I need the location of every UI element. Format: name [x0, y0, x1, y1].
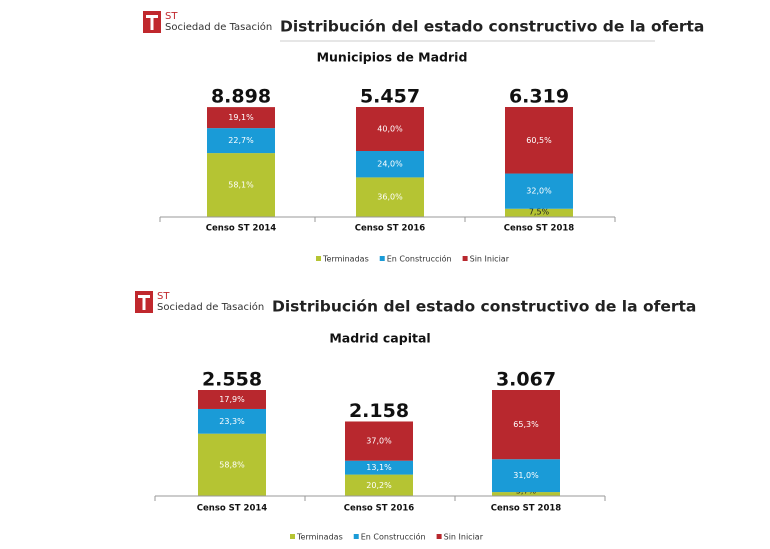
legend-swatch — [353, 534, 359, 539]
x-tick-label: Censo ST 2014 — [197, 504, 268, 514]
bar-segment — [345, 460, 413, 475]
value-label: 24,0% — [377, 160, 403, 169]
total-label: 5.457 — [360, 86, 420, 108]
bar-segment — [207, 153, 275, 217]
logo-mark: ST — [165, 11, 178, 22]
logo-icon-t — [146, 15, 158, 30]
value-label: 13,1% — [366, 463, 392, 472]
bar-segment — [345, 474, 413, 496]
value-label: 60,5% — [526, 136, 552, 145]
bar-segment — [198, 408, 266, 434]
value-label: 23,3% — [219, 417, 245, 426]
x-tick-label: Censo ST 2014 — [206, 224, 277, 234]
total-label: 2.558 — [202, 369, 262, 391]
value-label: 22,7% — [228, 136, 254, 145]
value-label: 19,1% — [228, 113, 254, 122]
x-tick-label: Censo ST 2018 — [491, 504, 562, 514]
value-label: 31,0% — [513, 471, 539, 480]
value-label: 58,1% — [228, 181, 254, 190]
total-label: 8.898 — [211, 86, 271, 108]
x-tick-label: Censo ST 2016 — [355, 224, 426, 234]
value-label: 7,5% — [529, 208, 550, 217]
total-label: 6.319 — [509, 86, 569, 108]
legend-swatch — [462, 256, 468, 261]
value-label: 65,3% — [513, 420, 539, 429]
legend-swatch — [316, 256, 321, 261]
bar-segment — [505, 208, 573, 217]
legend-label: En Construcción — [387, 254, 452, 264]
legend-label: Terminadas — [296, 533, 343, 542]
value-label: 17,9% — [219, 395, 245, 404]
bar-segment — [492, 492, 560, 496]
bar-segment — [207, 128, 275, 154]
value-label: 58,8% — [219, 460, 245, 469]
chart-subtitle: Municipios de Madrid — [317, 50, 468, 65]
bar-segment — [345, 421, 413, 461]
value-label: 20,2% — [366, 481, 392, 490]
legend-swatch — [379, 256, 385, 261]
bar-segment — [356, 107, 424, 151]
bar-segment — [356, 151, 424, 178]
bar-segment — [198, 390, 266, 409]
x-tick-label: Censo ST 2016 — [344, 504, 415, 514]
value-label: 32,0% — [526, 187, 552, 196]
legend-label: Sin Iniciar — [444, 533, 484, 542]
value-label: 37,0% — [366, 437, 392, 446]
total-label: 3.067 — [496, 369, 556, 391]
bar-segment — [492, 390, 560, 460]
bar-segment — [492, 459, 560, 493]
bar-segment — [207, 107, 275, 129]
legend-label: Terminadas — [322, 255, 369, 264]
x-tick-label: Censo ST 2018 — [504, 224, 575, 234]
logo-mark: ST — [157, 291, 170, 302]
value-label: 36,0% — [377, 193, 403, 202]
bar-segment — [356, 177, 424, 217]
legend-swatch — [290, 534, 295, 539]
legend-label: Sin Iniciar — [470, 255, 510, 264]
bar-segment — [198, 433, 266, 496]
value-label: 40,0% — [377, 125, 403, 134]
logo-text: Sociedad de Tasación — [165, 21, 272, 33]
chart-title: Distribución del estado constructivo de … — [280, 18, 704, 36]
legend-label: En Construcción — [361, 532, 426, 542]
bar-segment — [505, 107, 573, 174]
chart-title: Distribución del estado constructivo de … — [272, 298, 696, 316]
legend-swatch — [436, 534, 442, 539]
logo-text: Sociedad de Tasación — [157, 301, 264, 313]
chart-subtitle: Madrid capital — [329, 331, 430, 346]
bar-segment — [505, 173, 573, 209]
total-label: 2.158 — [349, 400, 409, 422]
logo-icon-t — [138, 295, 150, 310]
